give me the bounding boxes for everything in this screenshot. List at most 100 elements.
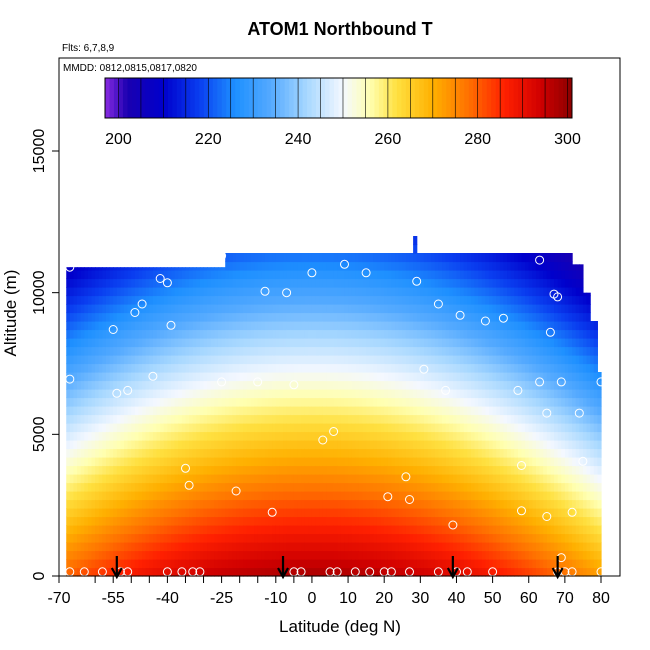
- heatmap-cell: [73, 550, 78, 560]
- heatmap-cell: [304, 295, 309, 305]
- heatmap-cell: [315, 397, 320, 407]
- heatmap-cell: [539, 457, 544, 467]
- heatmap-cell: [73, 423, 78, 433]
- heatmap-cell: [409, 338, 414, 348]
- heatmap-cell: [366, 329, 371, 339]
- heatmap-cell: [499, 567, 505, 577]
- heatmap-cell: [127, 499, 132, 509]
- heatmap-cell: [207, 448, 212, 458]
- heatmap-cell: [330, 346, 335, 356]
- heatmap-cell: [232, 499, 237, 509]
- heatmap-cell: [264, 389, 270, 399]
- heatmap-cell: [366, 542, 371, 552]
- heatmap-cell: [286, 397, 291, 407]
- heatmap-cell: [210, 278, 215, 288]
- heatmap-cell: [91, 278, 96, 288]
- heatmap-cell: [510, 338, 515, 348]
- heatmap-cell: [149, 482, 154, 492]
- heatmap-cell: [156, 329, 161, 339]
- heatmap-cell: [214, 406, 219, 416]
- heatmap-cell: [293, 482, 299, 492]
- heatmap-cell: [286, 414, 291, 424]
- heatmap-cell: [376, 312, 382, 322]
- heatmap-cell: [496, 253, 501, 263]
- heatmap-cell: [207, 295, 212, 305]
- heatmap-cell: [80, 440, 85, 450]
- heatmap-cell: [340, 261, 346, 271]
- heatmap-cell: [286, 550, 291, 560]
- heatmap-cell: [196, 414, 201, 424]
- heatmap-cell: [445, 525, 450, 535]
- heatmap-cell: [297, 346, 302, 356]
- heatmap-cell: [478, 567, 483, 577]
- heatmap-cell: [228, 499, 234, 509]
- heatmap-cell: [145, 372, 150, 382]
- heatmap-cell: [434, 533, 439, 543]
- heatmap-cell: [507, 295, 512, 305]
- heatmap-cell: [344, 312, 349, 322]
- heatmap-cell: [120, 559, 125, 569]
- heatmap-cell: [337, 295, 342, 305]
- heatmap-cell: [510, 355, 515, 365]
- heatmap-cell: [413, 329, 418, 339]
- heatmap-cell: [243, 338, 248, 348]
- heatmap-cell: [333, 567, 338, 577]
- heatmap-cell: [203, 287, 208, 297]
- heatmap-cell: [174, 423, 179, 433]
- heatmap-cell: [485, 474, 490, 484]
- heatmap-cell: [243, 406, 248, 416]
- heatmap-cell: [272, 397, 277, 407]
- heatmap-cell: [423, 312, 429, 322]
- heatmap-cell: [478, 270, 483, 280]
- heatmap-cell: [420, 457, 425, 467]
- heatmap-cell: [431, 397, 436, 407]
- heatmap-cell: [376, 355, 382, 365]
- heatmap-cell: [308, 406, 313, 416]
- heatmap-cell: [460, 406, 465, 416]
- heatmap-cell: [355, 542, 360, 552]
- heatmap-cell: [95, 448, 100, 458]
- heatmap-cell: [192, 448, 197, 458]
- heatmap-cell: [127, 533, 132, 543]
- heatmap-cell: [384, 287, 389, 297]
- heatmap-cell: [228, 380, 234, 390]
- heatmap-cell: [373, 550, 378, 560]
- heatmap-cell: [452, 542, 458, 552]
- heatmap-cell: [405, 329, 411, 339]
- heatmap-cell: [102, 431, 107, 441]
- heatmap-cell: [369, 431, 374, 441]
- heatmap-cell: [113, 363, 118, 373]
- heatmap-cell: [95, 312, 100, 322]
- heatmap-cell: [488, 440, 494, 450]
- heatmap-cell: [330, 440, 335, 450]
- heatmap-cell: [225, 499, 230, 509]
- heatmap-cell: [203, 457, 208, 467]
- heatmap-cell: [470, 423, 476, 433]
- heatmap-cell: [380, 516, 385, 526]
- heatmap-cell: [264, 287, 270, 297]
- heatmap-cell: [362, 508, 367, 518]
- heatmap-cell: [442, 499, 447, 509]
- heatmap-cell: [362, 474, 367, 484]
- heatmap-cell: [514, 380, 519, 390]
- heatmap-cell: [301, 329, 306, 339]
- heatmap-cell: [463, 295, 468, 305]
- heatmap-cell: [438, 355, 443, 365]
- heatmap-cell: [167, 267, 172, 271]
- heatmap-cell: [304, 397, 309, 407]
- heatmap-cell: [73, 295, 78, 305]
- heatmap-cell: [391, 295, 396, 305]
- heatmap-cell: [488, 559, 494, 569]
- heatmap-cell: [333, 499, 338, 509]
- heatmap-cell: [80, 312, 85, 322]
- heatmap-cell: [105, 567, 111, 577]
- heatmap-cell: [488, 474, 494, 484]
- heatmap-cell: [254, 270, 259, 280]
- heatmap-cell: [340, 312, 346, 322]
- heatmap-cell: [243, 491, 248, 501]
- heatmap-cell: [463, 389, 468, 399]
- heatmap-cell: [257, 567, 262, 577]
- heatmap-cell: [66, 295, 71, 305]
- heatmap-cell: [445, 287, 450, 297]
- heatmap-cell: [442, 423, 447, 433]
